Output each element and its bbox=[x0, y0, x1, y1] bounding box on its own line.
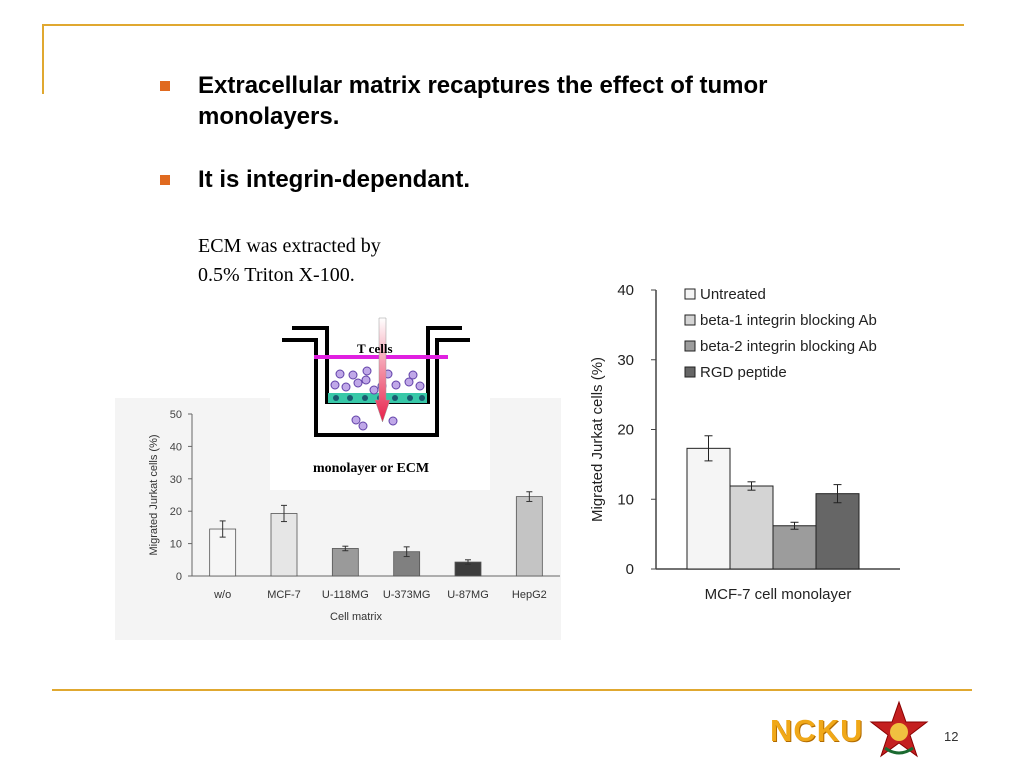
y-tick-label: 30 bbox=[617, 352, 634, 369]
bar bbox=[270, 513, 298, 577]
ncku-logo-text: NCKU bbox=[770, 713, 864, 748]
x-tick-label: w/o bbox=[213, 589, 231, 601]
legend-label: Untreated bbox=[700, 286, 766, 303]
legend-swatch bbox=[684, 314, 696, 326]
bar bbox=[515, 496, 543, 577]
t-cells-label: T cells bbox=[357, 341, 393, 356]
bullet-text-1: Extracellular matrix recaptures the effe… bbox=[198, 72, 768, 130]
top-accent-line bbox=[42, 24, 964, 26]
y-axis-label: Migrated Jurkat cells (%) bbox=[148, 434, 160, 555]
ncku-emblem-icon bbox=[869, 700, 929, 758]
legend-label: RGD peptide bbox=[700, 364, 787, 381]
legend-swatch bbox=[684, 340, 696, 352]
mcf7-monolayer-bar-chart: 0 10 20 30 40 Untreated beta-1 integrin blocki… bbox=[589, 282, 900, 603]
x-axis-label: Cell matrix bbox=[330, 611, 382, 623]
left-accent-line bbox=[42, 24, 44, 94]
bullet-text-2: It is integrin-dependant. bbox=[198, 166, 471, 193]
x-tick-label: U-118MG bbox=[322, 589, 369, 601]
y-tick-label: 0 bbox=[176, 571, 182, 583]
y-tick-label: 50 bbox=[170, 409, 182, 421]
legend-label: beta-1 integrin blocking Ab bbox=[700, 312, 877, 329]
y-tick-label: 20 bbox=[170, 506, 182, 518]
bar bbox=[815, 493, 860, 570]
bar bbox=[729, 485, 774, 570]
dots-in-band bbox=[333, 395, 425, 401]
y-tick-label: 30 bbox=[170, 474, 182, 486]
bullet-item-1: Extracellular matrix recaptures the effe… bbox=[160, 70, 880, 134]
y-tick-label: 0 bbox=[626, 561, 634, 578]
note-line-1: ECM was extracted by bbox=[198, 235, 381, 257]
square-bullet-icon bbox=[160, 81, 170, 91]
y-tick-label: 10 bbox=[617, 491, 634, 508]
x-tick-label: MCF-7 bbox=[267, 589, 301, 601]
y-tick-label: 20 bbox=[617, 422, 634, 439]
bar bbox=[331, 548, 359, 577]
x-tick-label: HepG2 bbox=[512, 589, 547, 601]
migration-arrow-icon bbox=[374, 317, 391, 423]
y-axis-label: Migrated Jurkat cells (%) bbox=[589, 357, 606, 522]
x-tick-label: U-87MG bbox=[447, 589, 489, 601]
legend-swatch bbox=[684, 288, 696, 300]
bar bbox=[686, 447, 731, 570]
note-line-2: 0.5% Triton X-100. bbox=[198, 264, 355, 286]
bottom-accent-line bbox=[52, 689, 972, 691]
y-tick-label: 40 bbox=[170, 441, 182, 453]
outer-well bbox=[282, 338, 470, 437]
t-cell-circles bbox=[330, 366, 425, 431]
monolayer-label: monolayer or ECM bbox=[313, 461, 429, 476]
x-tick-label: U-373MG bbox=[383, 589, 431, 601]
bullet-item-2: It is integrin-dependant. bbox=[160, 164, 880, 196]
page-number: 12 bbox=[944, 729, 959, 744]
legend-label: beta-2 integrin blocking Ab bbox=[700, 338, 877, 355]
legend-swatch bbox=[684, 366, 696, 378]
transwell-diagram: T cells monolayer or ECM bbox=[270, 310, 490, 490]
extraction-note: ECM was extracted by 0.5% Triton X-100. bbox=[198, 232, 381, 290]
x-axis-label: MCF-7 cell monolayer bbox=[705, 586, 852, 603]
y-tick-label: 10 bbox=[170, 539, 182, 551]
y-tick-label: 40 bbox=[617, 282, 634, 299]
square-bullet-icon bbox=[160, 175, 170, 185]
bar bbox=[772, 525, 817, 570]
